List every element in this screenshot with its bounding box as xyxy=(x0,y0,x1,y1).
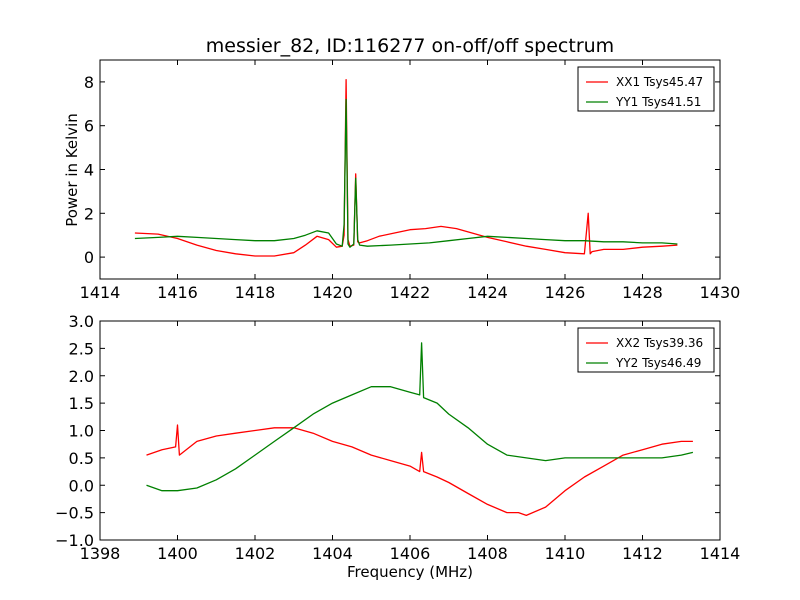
top-legend-label-2: YY1 Tsys41.51 xyxy=(615,95,701,109)
bottom-y-tick-label: −1.0 xyxy=(55,531,94,550)
bottom-series-line-2 xyxy=(146,342,694,492)
bottom-x-tick-label: 1398 xyxy=(80,544,121,563)
bottom-y-tick-label: 0.0 xyxy=(69,476,94,495)
bottom-y-tick-label: 1.5 xyxy=(69,394,94,413)
top-y-tick-label: 0 xyxy=(84,248,94,267)
top-x-tick-label: 1416 xyxy=(157,283,198,302)
bottom-y-tick-label: 0.5 xyxy=(69,449,94,468)
y-axis-label-top: Power in Kelvin xyxy=(63,113,81,227)
top-x-tick-label: 1422 xyxy=(390,283,431,302)
top-y-tick-label: 2 xyxy=(84,204,94,223)
bottom-x-tick-label: 1412 xyxy=(622,544,663,563)
bottom-y-tick-label: 2.0 xyxy=(69,367,94,386)
bottom-y-tick-label: 2.5 xyxy=(69,339,94,358)
top-x-tick-label: 1426 xyxy=(545,283,586,302)
x-axis-label-bottom: Frequency (MHz) xyxy=(347,563,473,581)
chart-title: messier_82, ID:116277 on-off/off spectru… xyxy=(206,35,614,57)
bottom-legend-label-1: XX2 Tsys39.36 xyxy=(616,336,703,350)
top-series-line-2 xyxy=(134,98,678,248)
top-y-tick-label: 6 xyxy=(84,117,94,136)
bottom-panel: 1398 1400 1402 1404 1406 1408 1410 1412 1414 −1.0… xyxy=(55,312,740,563)
top-x-tick-label: 1418 xyxy=(235,283,276,302)
top-panel: 1414 1416 1418 1420 1422 1424 1426 1428 1430 0 2 4 6… xyxy=(80,59,741,302)
top-x-tick-label: 1414 xyxy=(80,283,121,302)
bottom-x-tick-label: 1404 xyxy=(312,544,353,563)
top-legend-box xyxy=(577,66,715,112)
top-x-tick-label: 1428 xyxy=(622,283,663,302)
top-y-tick-label: 8 xyxy=(84,73,94,92)
bottom-x-tick-label: 1406 xyxy=(390,544,431,563)
bottom-y-tick-label: −0.5 xyxy=(55,504,94,523)
bottom-x-tick-label: 1400 xyxy=(157,544,198,563)
bottom-x-tick-label: 1414 xyxy=(700,544,741,563)
bottom-y-tick-label: 3.0 xyxy=(69,312,94,331)
top-x-tick-label: 1430 xyxy=(700,283,741,302)
top-x-tick-label: 1420 xyxy=(312,283,353,302)
top-y-tick-label: 4 xyxy=(84,161,94,180)
bottom-series-line-1 xyxy=(146,424,693,517)
bottom-legend-label-2: YY2 Tsys46.49 xyxy=(615,356,701,370)
bottom-legend-box xyxy=(577,327,715,373)
top-x-tick-label: 1424 xyxy=(467,283,508,302)
bottom-y-tick-label: 1.0 xyxy=(69,422,94,441)
bottom-x-tick-label: 1408 xyxy=(467,544,508,563)
top-series-line-1 xyxy=(134,79,678,257)
bottom-x-tick-label: 1410 xyxy=(545,544,586,563)
bottom-x-tick-label: 1402 xyxy=(235,544,276,563)
top-legend-label-1: XX1 Tsys45.47 xyxy=(616,75,703,89)
